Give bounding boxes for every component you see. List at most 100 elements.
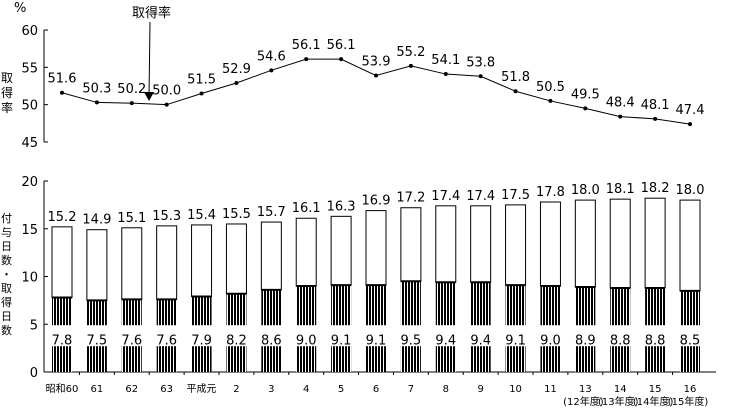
y-tick-label: 60 <box>21 24 38 39</box>
granted-days-bar <box>191 224 213 298</box>
granted-value-label: 17.2 <box>396 191 425 206</box>
x-tick-label: 63 <box>160 384 173 395</box>
granted-days-bar <box>539 201 561 287</box>
x-tick-label: 11 <box>544 384 557 395</box>
rate-point <box>443 72 448 77</box>
granted-value-label: 18.0 <box>676 183 705 198</box>
granted-days-bar <box>156 225 178 300</box>
granted-value-label: 16.3 <box>327 199 356 214</box>
rate-value-label: 53.9 <box>362 55 391 70</box>
granted-days-bar <box>435 205 457 283</box>
y-axis-label-char: 取 <box>1 71 13 85</box>
granted-value-label: 16.1 <box>292 201 321 216</box>
x-tick-label: 15 <box>649 384 662 395</box>
rate-point <box>548 98 553 103</box>
x-tick-label: 7 <box>408 384 414 395</box>
taken-label-bg <box>538 325 563 347</box>
granted-days-bar <box>574 199 596 288</box>
y-tick-label: 20 <box>21 175 38 190</box>
taken-value-label: 7.8 <box>52 333 73 348</box>
taken-value-label: 9.1 <box>366 333 387 348</box>
top-annotation: 取得率 <box>132 5 171 21</box>
taken-value-label: 9.0 <box>296 333 317 348</box>
granted-days-bar <box>86 229 108 301</box>
taken-value-label: 8.9 <box>575 333 596 348</box>
rate-value-label: 52.9 <box>222 62 251 77</box>
x-tick-label: 10 <box>509 384 522 395</box>
rate-point <box>94 100 99 105</box>
granted-value-label: 15.3 <box>152 209 181 224</box>
y-axis-label-char: ・ <box>1 268 12 281</box>
rate-point <box>304 57 309 62</box>
rate-point <box>60 90 64 95</box>
rate-value-label: 54.6 <box>257 49 286 64</box>
taken-value-label: 8.8 <box>645 333 666 348</box>
y-axis-label-char: 与 <box>1 226 12 239</box>
y-tick-label: 10 <box>21 271 38 286</box>
rate-value-label: 49.5 <box>571 87 600 102</box>
granted-value-label: 17.4 <box>431 189 460 204</box>
x-tick-label: 6 <box>373 384 379 395</box>
unit-label: % <box>14 1 26 16</box>
x-tick-label: 8 <box>443 384 449 395</box>
taken-value-label: 9.4 <box>470 333 491 348</box>
rate-point <box>583 106 588 111</box>
rate-point <box>339 57 344 62</box>
taken-label-bg <box>50 325 74 347</box>
taken-value-label: 7.9 <box>191 333 212 348</box>
granted-value-label: 15.1 <box>117 211 146 226</box>
granted-value-label: 18.2 <box>641 181 670 196</box>
x-tick-label: 14 <box>614 384 627 395</box>
rate-value-label: 48.4 <box>606 96 635 111</box>
y-tick-label: 45 <box>21 136 38 151</box>
taken-label-bg <box>503 325 528 347</box>
rate-value-label: 51.5 <box>187 72 216 87</box>
x-sub-label: (15年度) <box>668 395 709 408</box>
granted-value-label: 18.1 <box>606 182 635 197</box>
taken-value-label: 8.5 <box>680 333 701 348</box>
granted-value-label: 16.9 <box>362 194 391 209</box>
x-tick-label: 4 <box>303 384 309 395</box>
annotation-arrowhead <box>144 92 154 101</box>
granted-days-bar <box>330 215 352 286</box>
taken-label-bg <box>259 325 284 347</box>
granted-days-bar <box>505 204 527 286</box>
taken-value-label: 9.5 <box>401 333 422 348</box>
rate-point <box>374 73 378 78</box>
y-axis-label-char: 数 <box>1 254 12 267</box>
granted-days-bar <box>121 227 143 300</box>
taken-value-label: 8.8 <box>610 333 631 348</box>
rate-point <box>129 101 134 106</box>
x-tick-label: 9 <box>477 384 483 395</box>
x-sub-label: (14年度) <box>633 395 674 408</box>
taken-value-label: 9.4 <box>435 333 456 348</box>
granted-days-bar <box>295 217 317 287</box>
granted-days-bar <box>679 199 701 292</box>
rate-value-label: 50.2 <box>117 82 146 97</box>
rate-value-label: 50.0 <box>152 84 181 99</box>
y-tick-label: 50 <box>21 99 38 114</box>
rate-point <box>618 114 623 119</box>
y-axis-label-char: 日 <box>1 310 12 323</box>
taken-label-bg <box>643 325 668 347</box>
x-tick-label: 平成元 <box>187 383 217 395</box>
taken-label-bg <box>84 325 109 347</box>
rate-value-label: 51.8 <box>501 70 530 85</box>
taken-value-label: 7.6 <box>121 333 142 348</box>
granted-value-label: 17.5 <box>501 188 530 203</box>
rate-point <box>513 89 518 94</box>
granted-days-bar <box>260 221 282 291</box>
granted-days-bar <box>225 223 247 295</box>
x-tick-label: 5 <box>338 384 344 395</box>
rate-value-label: 50.5 <box>536 80 565 95</box>
rate-point <box>234 81 239 86</box>
taken-label-bg <box>294 325 319 347</box>
rate-value-label: 54.1 <box>431 53 460 68</box>
taken-label-bg <box>329 325 354 347</box>
taken-label-bg <box>189 325 214 347</box>
granted-days-bar <box>609 198 631 289</box>
taken-value-label: 9.0 <box>540 333 561 348</box>
y-tick-label: 0 <box>30 366 38 381</box>
y-axis-label-char: 付 <box>1 212 12 225</box>
